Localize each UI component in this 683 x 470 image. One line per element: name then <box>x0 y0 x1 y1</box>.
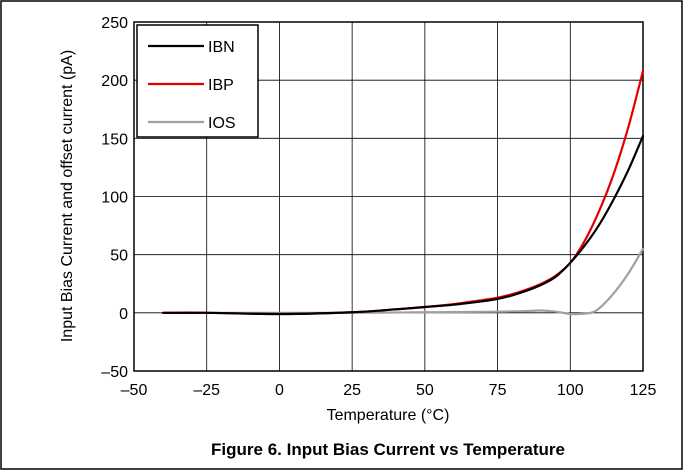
series-line-ibn <box>161 134 645 316</box>
x-tick-label: 50 <box>416 382 434 399</box>
legend-box <box>136 24 259 138</box>
legend-label-ios: IOS <box>208 115 236 132</box>
y-tick-label: 200 <box>101 73 128 90</box>
x-tick-label: –25 <box>193 382 220 399</box>
figure-caption: Figure 6. Input Bias Current vs Temperat… <box>211 440 565 459</box>
series-group <box>161 69 645 316</box>
x-tick-label: –50 <box>121 382 148 399</box>
x-axis-title: Temperature (°C) <box>327 407 450 424</box>
x-tick-label: 0 <box>275 382 284 399</box>
legend: IBN IBP IOS <box>136 24 259 138</box>
plot-area <box>133 21 644 372</box>
x-tick-label: 75 <box>489 382 507 399</box>
x-tick-label: 25 <box>343 382 361 399</box>
legend-label-ibp: IBP <box>208 77 234 94</box>
x-tick-label: 100 <box>557 382 584 399</box>
y-tick-label: 100 <box>101 190 128 207</box>
tick-labels: –50 –25 0 25 50 75 100 125 –50 0 50 100 150 200 250 <box>101 15 656 399</box>
y-tick-label: 50 <box>110 248 128 265</box>
legend-label-ibn: IBN <box>208 39 235 56</box>
y-tick-label: 0 <box>119 306 128 323</box>
y-axis-title: Input Bias Current and offset current (p… <box>59 50 76 342</box>
x-tick-label: 125 <box>630 382 657 399</box>
y-tick-label: 250 <box>101 15 128 32</box>
y-tick-label: 150 <box>101 131 128 148</box>
y-tick-label: –50 <box>101 364 128 381</box>
